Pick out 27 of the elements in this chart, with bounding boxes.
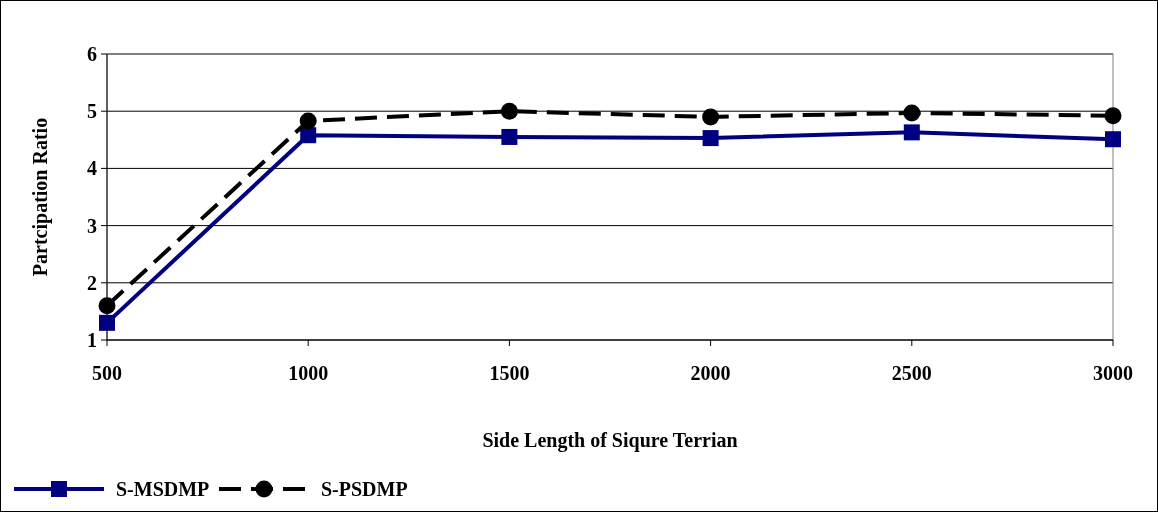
x-tick-label: 1000	[288, 362, 329, 384]
y-tick-label: 5	[87, 100, 97, 123]
x-tick-label: 3000	[1093, 362, 1133, 384]
legend-label: S-PSDMP	[321, 478, 408, 500]
point	[500, 102, 518, 120]
y-tick-label: 3	[87, 214, 97, 237]
y-tick-label: 1	[87, 329, 97, 351]
point	[903, 104, 921, 122]
point	[1105, 131, 1121, 148]
x-tick-label: 500	[92, 362, 122, 384]
point	[299, 112, 317, 130]
point	[99, 314, 115, 331]
x-tick-label: 2500	[891, 362, 932, 384]
x-axis-title: Side Length of Siqure Terrian	[482, 429, 738, 452]
point	[1104, 107, 1122, 125]
point	[702, 130, 719, 147]
point	[501, 128, 518, 145]
x-tick-label: 2000	[690, 362, 731, 384]
x-tick-label: 1500	[489, 362, 530, 384]
y-tick-label: 6	[87, 43, 97, 65]
legend-label: S-MSDMP	[116, 478, 210, 500]
y-tick-label: 4	[87, 157, 97, 180]
point	[702, 108, 720, 126]
point	[98, 297, 116, 315]
point	[903, 124, 920, 141]
y-axis-title: Partcipation Ratio	[29, 117, 52, 277]
y-tick-label: 2	[87, 271, 97, 294]
